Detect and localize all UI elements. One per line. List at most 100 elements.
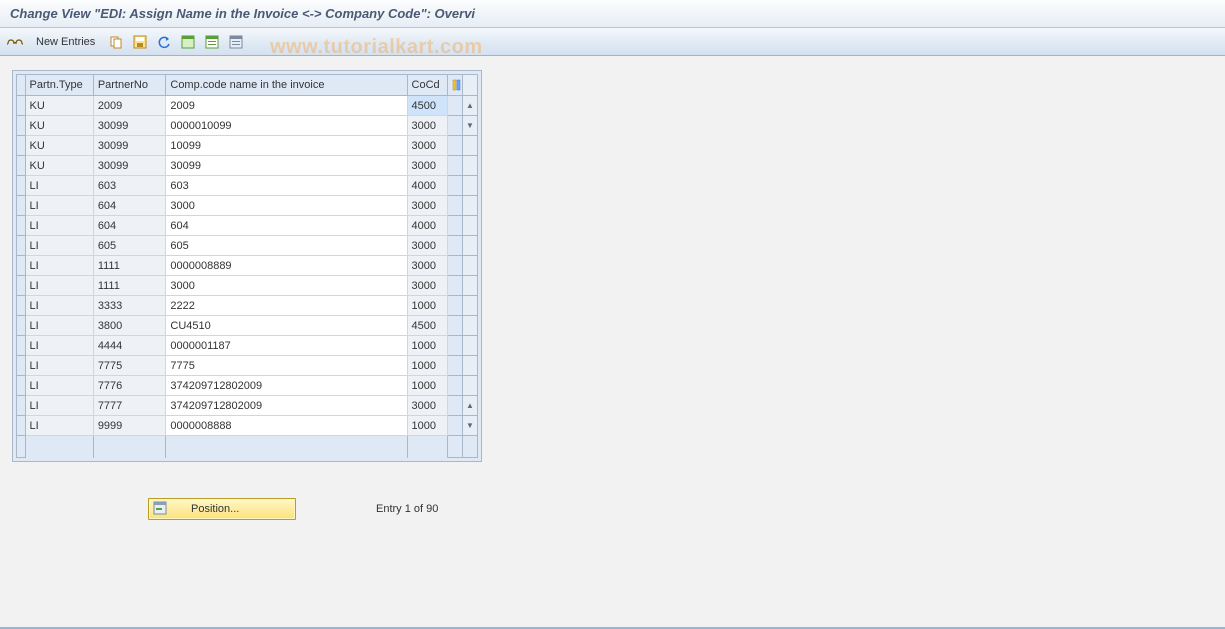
- row-selector[interactable]: [17, 236, 26, 256]
- cell-partner-no[interactable]: 3800: [93, 316, 166, 336]
- cell-comp-name[interactable]: CU4510: [166, 316, 407, 336]
- col-config-icon[interactable]: [448, 75, 463, 96]
- scroll-track[interactable]: ▲: [463, 96, 478, 116]
- cell-comp-name[interactable]: 2009: [166, 96, 407, 116]
- row-selector[interactable]: [17, 336, 26, 356]
- row-selector[interactable]: [17, 356, 26, 376]
- scroll-track[interactable]: [463, 376, 478, 396]
- cell-partn-type[interactable]: LI: [25, 396, 93, 416]
- cell-partn-type[interactable]: LI: [25, 196, 93, 216]
- cell-partner-no[interactable]: 603: [93, 176, 166, 196]
- cell-partn-type[interactable]: KU: [25, 136, 93, 156]
- cell-partn-type[interactable]: KU: [25, 156, 93, 176]
- cell-partner-no[interactable]: 30099: [93, 116, 166, 136]
- scroll-track[interactable]: ▼: [463, 116, 478, 136]
- select-all-header[interactable]: [17, 75, 26, 96]
- cell-partn-type[interactable]: LI: [25, 356, 93, 376]
- cell-partn-type[interactable]: LI: [25, 296, 93, 316]
- cell-cocd[interactable]: 1000: [407, 336, 448, 356]
- row-selector[interactable]: [17, 216, 26, 236]
- cell-partner-no[interactable]: 2009: [93, 96, 166, 116]
- select-all-icon[interactable]: [179, 33, 197, 51]
- row-selector[interactable]: [17, 256, 26, 276]
- cell-comp-name[interactable]: 374209712802009: [166, 376, 407, 396]
- glasses-icon[interactable]: [6, 33, 24, 51]
- row-selector[interactable]: [17, 156, 26, 176]
- scroll-track[interactable]: [463, 176, 478, 196]
- scroll-down-icon[interactable]: ▼: [463, 420, 477, 432]
- row-selector[interactable]: [17, 316, 26, 336]
- cell-partner-no[interactable]: 1111: [93, 276, 166, 296]
- cell-comp-name[interactable]: 604: [166, 216, 407, 236]
- cell-partn-type[interactable]: LI: [25, 236, 93, 256]
- scroll-track[interactable]: ▼: [463, 416, 478, 436]
- cell-cocd[interactable]: 3000: [407, 196, 448, 216]
- cell-partn-type[interactable]: KU: [25, 96, 93, 116]
- table-row[interactable]: LI333322221000: [17, 296, 478, 316]
- cell-cocd[interactable]: 1000: [407, 376, 448, 396]
- table-row[interactable]: LI6046044000: [17, 216, 478, 236]
- scroll-track[interactable]: [463, 336, 478, 356]
- scroll-track[interactable]: [463, 316, 478, 336]
- scroll-track[interactable]: [463, 196, 478, 216]
- new-entries-button[interactable]: New Entries: [30, 34, 101, 50]
- cell-partner-no[interactable]: 4444: [93, 336, 166, 356]
- col-cocd[interactable]: CoCd: [407, 75, 448, 96]
- row-selector[interactable]: [17, 116, 26, 136]
- cell-comp-name[interactable]: 605: [166, 236, 407, 256]
- position-button[interactable]: Position...: [148, 498, 296, 520]
- cell-cocd[interactable]: 3000: [407, 256, 448, 276]
- row-selector[interactable]: [17, 96, 26, 116]
- cell-partn-type[interactable]: LI: [25, 336, 93, 356]
- cell-cocd[interactable]: 3000: [407, 236, 448, 256]
- cell-comp-name[interactable]: 3000: [166, 276, 407, 296]
- table-row[interactable]: LI6056053000: [17, 236, 478, 256]
- undo-icon[interactable]: [155, 33, 173, 51]
- cell-partn-type[interactable]: LI: [25, 216, 93, 236]
- cell-cocd[interactable]: 3000: [407, 396, 448, 416]
- table-row[interactable]: LI6036034000: [17, 176, 478, 196]
- table-row[interactable]: LI77773742097128020093000▲: [17, 396, 478, 416]
- cell-partner-no[interactable]: 7775: [93, 356, 166, 376]
- cell-comp-name[interactable]: 603: [166, 176, 407, 196]
- cell-partner-no[interactable]: 604: [93, 216, 166, 236]
- cell-partner-no[interactable]: 30099: [93, 136, 166, 156]
- col-partn-type[interactable]: Partn.Type: [25, 75, 93, 96]
- table-row[interactable]: LI111130003000: [17, 276, 478, 296]
- deselect-all-icon[interactable]: [203, 33, 221, 51]
- col-comp-name[interactable]: Comp.code name in the invoice: [166, 75, 407, 96]
- cell-cocd[interactable]: 1000: [407, 296, 448, 316]
- col-partner-no[interactable]: PartnerNo: [93, 75, 166, 96]
- scroll-up-icon[interactable]: ▲: [463, 100, 477, 112]
- row-selector[interactable]: [17, 376, 26, 396]
- table-row[interactable]: LI444400000011871000: [17, 336, 478, 356]
- cell-partner-no[interactable]: 30099: [93, 156, 166, 176]
- cell-cocd[interactable]: 3000: [407, 116, 448, 136]
- table-row[interactable]: KU200920094500▲: [17, 96, 478, 116]
- cell-partn-type[interactable]: LI: [25, 316, 93, 336]
- cell-cocd[interactable]: 1000: [407, 356, 448, 376]
- cell-cocd[interactable]: 3000: [407, 276, 448, 296]
- table-row[interactable]: LI77763742097128020091000: [17, 376, 478, 396]
- table-row[interactable]: LI3800CU45104500: [17, 316, 478, 336]
- cell-comp-name[interactable]: 0000008888: [166, 416, 407, 436]
- save-icon[interactable]: [131, 33, 149, 51]
- scroll-down-icon[interactable]: ▼: [463, 120, 477, 132]
- scroll-track[interactable]: [463, 276, 478, 296]
- table-row[interactable]: LI60430003000: [17, 196, 478, 216]
- row-selector[interactable]: [17, 196, 26, 216]
- table-settings-icon[interactable]: [227, 33, 245, 51]
- table-row[interactable]: KU30099100993000: [17, 136, 478, 156]
- cell-comp-name[interactable]: 10099: [166, 136, 407, 156]
- cell-partner-no[interactable]: 1111: [93, 256, 166, 276]
- cell-partn-type[interactable]: LI: [25, 256, 93, 276]
- row-selector[interactable]: [17, 276, 26, 296]
- cell-partn-type[interactable]: LI: [25, 176, 93, 196]
- scroll-track[interactable]: [463, 296, 478, 316]
- cell-cocd[interactable]: 4000: [407, 176, 448, 196]
- cell-partn-type[interactable]: KU: [25, 116, 93, 136]
- scroll-track[interactable]: [463, 136, 478, 156]
- scroll-up-icon[interactable]: ▲: [463, 400, 477, 412]
- cell-comp-name[interactable]: 3000: [166, 196, 407, 216]
- cell-cocd[interactable]: 3000: [407, 136, 448, 156]
